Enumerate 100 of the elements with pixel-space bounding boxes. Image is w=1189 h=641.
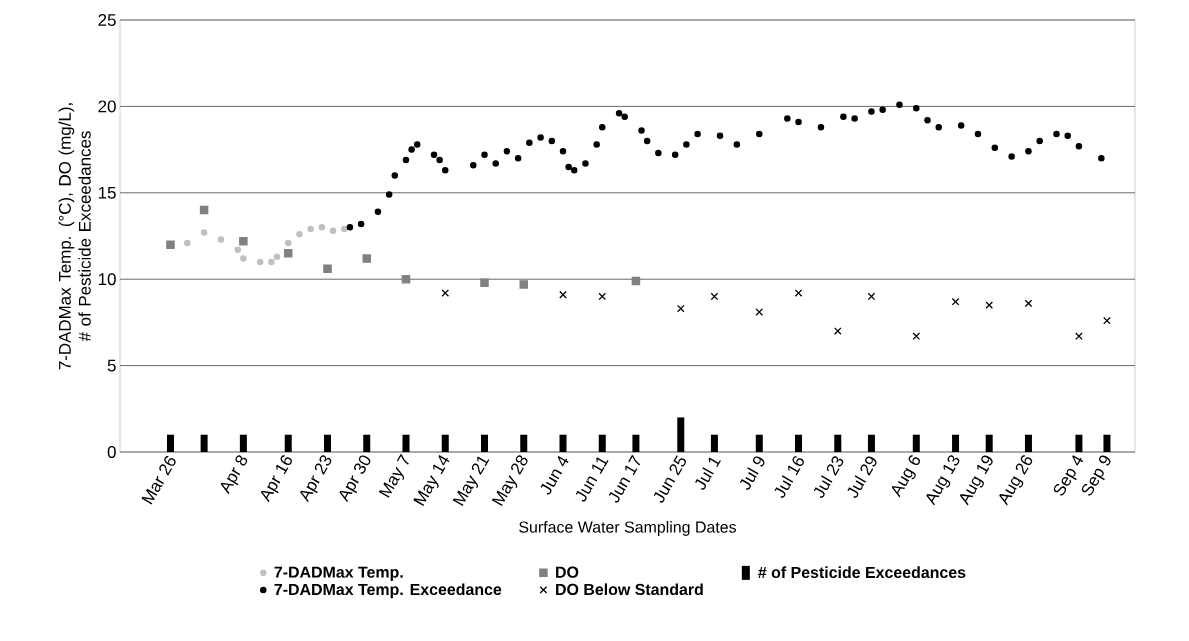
x-tick-label: Jul 23	[813, 456, 844, 498]
x-tick-label: Apr 16	[260, 455, 293, 503]
point	[166, 240, 175, 249]
point	[1024, 299, 1033, 308]
point	[683, 141, 690, 148]
point	[733, 141, 741, 148]
point	[514, 154, 522, 162]
y-tick-label: 15	[98, 186, 116, 199]
point	[284, 239, 292, 247]
point	[296, 231, 303, 238]
x-tick-label: Jul 1	[695, 457, 721, 490]
point	[643, 137, 651, 145]
point	[1075, 332, 1083, 341]
x-tick-label: Apr 23	[300, 455, 332, 503]
point	[346, 224, 354, 231]
point	[256, 258, 264, 266]
point	[570, 167, 578, 174]
point	[374, 208, 382, 216]
legend-label: # of Pesticide Exceedances	[758, 566, 966, 579]
point	[240, 255, 247, 262]
point	[1036, 137, 1043, 145]
point	[436, 156, 443, 164]
point	[1098, 154, 1105, 162]
point	[1008, 153, 1015, 160]
point	[408, 146, 415, 153]
point	[318, 224, 326, 231]
x-tick-label: Jul 16	[774, 456, 804, 498]
y-tick-label: 0	[107, 446, 116, 458]
legend-label: 7-DADMax Temp. Exceedance	[274, 583, 502, 599]
point	[391, 172, 399, 179]
point	[710, 292, 719, 301]
point	[503, 148, 511, 155]
point	[385, 191, 393, 198]
point	[442, 167, 449, 174]
y-tick-label: 20	[98, 100, 116, 113]
point	[283, 249, 293, 258]
point	[357, 220, 365, 228]
x-tick-label: Jun 4	[540, 455, 569, 495]
point	[402, 156, 410, 164]
x-tick-label: Jul 29	[847, 456, 877, 498]
x-tick-label: Jul 9	[739, 456, 765, 490]
point	[671, 151, 679, 159]
x-tick-label: Jun 11	[575, 457, 609, 502]
point	[935, 123, 942, 131]
point	[559, 148, 567, 155]
point	[851, 115, 858, 122]
point	[217, 236, 225, 243]
point	[1075, 142, 1083, 150]
x-tick-label: Apr 30	[339, 455, 371, 503]
point	[655, 149, 662, 157]
point	[840, 113, 847, 121]
point	[537, 134, 544, 141]
legend-label: DO	[556, 566, 579, 578]
point	[817, 123, 825, 131]
point	[755, 308, 764, 316]
point	[694, 130, 701, 138]
legend-label: 7-DADMax Temp.	[274, 566, 403, 581]
point	[565, 163, 572, 171]
point	[676, 304, 685, 313]
point	[329, 227, 337, 235]
point	[268, 258, 275, 266]
point	[273, 253, 281, 260]
point	[794, 289, 803, 297]
point	[239, 236, 248, 246]
point	[599, 123, 606, 131]
point	[879, 106, 886, 114]
point	[716, 132, 724, 140]
point	[234, 246, 242, 254]
point	[526, 139, 533, 146]
point	[341, 225, 348, 233]
point	[480, 278, 489, 287]
point	[200, 229, 208, 236]
y-tick-label: 5	[107, 359, 116, 372]
point	[413, 141, 421, 148]
point	[974, 130, 982, 138]
point	[441, 289, 450, 297]
point	[1053, 130, 1060, 138]
point	[913, 104, 920, 112]
point	[621, 113, 628, 121]
y-axis-title: 7-DADMax Temp. (°C), DO (mg/L), # of Pesticide Exceedances	[58, 103, 91, 370]
point	[559, 290, 567, 299]
point	[362, 254, 371, 263]
point	[615, 110, 623, 117]
point	[582, 160, 589, 167]
point	[1103, 316, 1111, 325]
point	[481, 151, 488, 159]
point	[307, 225, 314, 233]
point	[867, 292, 876, 301]
point	[519, 280, 529, 289]
point	[833, 327, 842, 335]
point	[924, 116, 931, 124]
point	[868, 108, 875, 115]
point	[199, 205, 209, 215]
point	[756, 130, 763, 138]
point	[492, 160, 499, 167]
point	[1064, 132, 1071, 140]
y-tick-label: 25	[98, 14, 116, 26]
point	[638, 127, 645, 134]
point	[951, 297, 960, 306]
point	[1025, 148, 1032, 155]
